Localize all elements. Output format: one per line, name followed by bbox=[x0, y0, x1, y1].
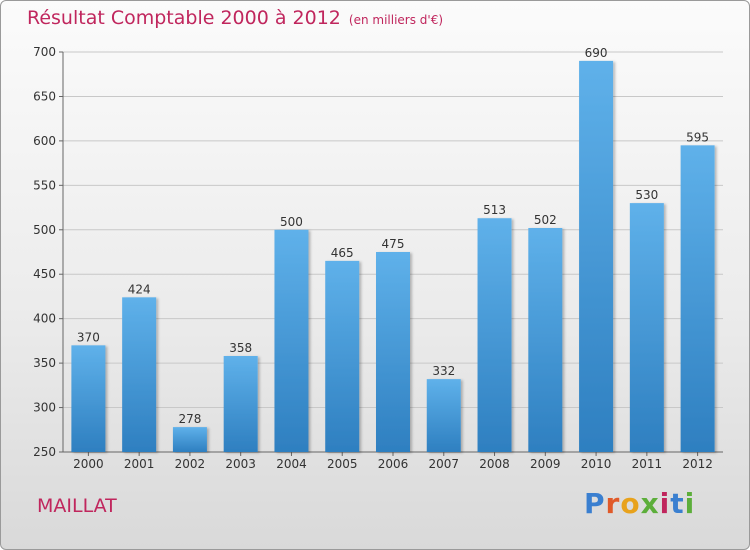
logo-letter: i bbox=[659, 487, 671, 520]
x-tick-label: 2010 bbox=[581, 457, 612, 471]
x-tick-label: 2008 bbox=[479, 457, 510, 471]
logo-letter: x bbox=[640, 487, 660, 520]
bar-2006 bbox=[376, 252, 410, 452]
logo-letter: P bbox=[584, 487, 606, 520]
chart-title: Résultat Comptable 2000 à 2012 (en millie… bbox=[27, 7, 443, 29]
x-tick-label: 2007 bbox=[428, 457, 459, 471]
bar-value-label: 530 bbox=[635, 188, 658, 202]
x-tick-label: 2005 bbox=[327, 457, 358, 471]
y-tick-label: 350 bbox=[33, 356, 56, 370]
y-tick-label: 500 bbox=[33, 223, 56, 237]
y-tick-label: 550 bbox=[33, 178, 56, 192]
proxiti-logo: Proxiti bbox=[584, 487, 695, 520]
x-tick-label: 2001 bbox=[124, 457, 155, 471]
bar-value-label: 500 bbox=[280, 215, 303, 229]
bar-2012 bbox=[680, 145, 715, 453]
bar-value-label: 358 bbox=[229, 341, 252, 355]
bar-value-label: 332 bbox=[432, 364, 455, 378]
y-tick-label: 250 bbox=[33, 445, 56, 459]
x-tick-label: 2002 bbox=[175, 457, 206, 471]
y-tick-label: 700 bbox=[33, 45, 56, 59]
bar-2007 bbox=[426, 379, 461, 452]
x-tick-label: 2003 bbox=[225, 457, 256, 471]
x-tick-label: 2004 bbox=[276, 457, 307, 471]
logo-letter: t bbox=[670, 487, 685, 520]
bar-value-label: 424 bbox=[128, 282, 151, 296]
chart-subtitle: (en milliers d'€) bbox=[348, 13, 444, 27]
bar-value-label: 278 bbox=[178, 412, 201, 426]
x-tick-label: 2009 bbox=[530, 457, 561, 471]
bar-2005 bbox=[325, 260, 360, 452]
bar-2009 bbox=[528, 228, 563, 452]
bar-value-label: 513 bbox=[483, 203, 506, 217]
bar-value-label: 475 bbox=[382, 237, 405, 251]
bar-2008 bbox=[477, 218, 512, 452]
bar-value-label: 595 bbox=[686, 130, 709, 144]
y-tick-label: 400 bbox=[33, 312, 56, 326]
x-tick-label: 2012 bbox=[682, 457, 713, 471]
bar-2003 bbox=[223, 356, 258, 452]
x-tick-label: 2000 bbox=[73, 457, 104, 471]
bar-2001 bbox=[122, 297, 157, 452]
commune-name: MAILLAT bbox=[37, 495, 117, 517]
logo-letter: o bbox=[620, 487, 641, 520]
y-tick-label: 650 bbox=[33, 89, 56, 103]
y-tick-label: 600 bbox=[33, 134, 56, 148]
x-tick-label: 2006 bbox=[378, 457, 409, 471]
bar-2004 bbox=[274, 229, 309, 452]
bar-2000 bbox=[71, 345, 106, 452]
x-tick-label: 2011 bbox=[632, 457, 663, 471]
bar-2010 bbox=[579, 60, 614, 453]
bar-value-label: 465 bbox=[331, 246, 354, 260]
bar-value-label: 370 bbox=[77, 330, 100, 344]
y-tick-label: 450 bbox=[33, 267, 56, 281]
bar-2002 bbox=[172, 427, 207, 452]
bar-value-label: 502 bbox=[534, 213, 557, 227]
bar-value-label: 690 bbox=[585, 46, 608, 60]
chart-title-text: Résultat Comptable 2000 à 2012 bbox=[27, 7, 341, 29]
y-tick-label: 300 bbox=[33, 401, 56, 415]
logo-letter: i bbox=[684, 487, 696, 520]
bar-2011 bbox=[629, 203, 664, 452]
logo-letter: r bbox=[605, 487, 621, 520]
